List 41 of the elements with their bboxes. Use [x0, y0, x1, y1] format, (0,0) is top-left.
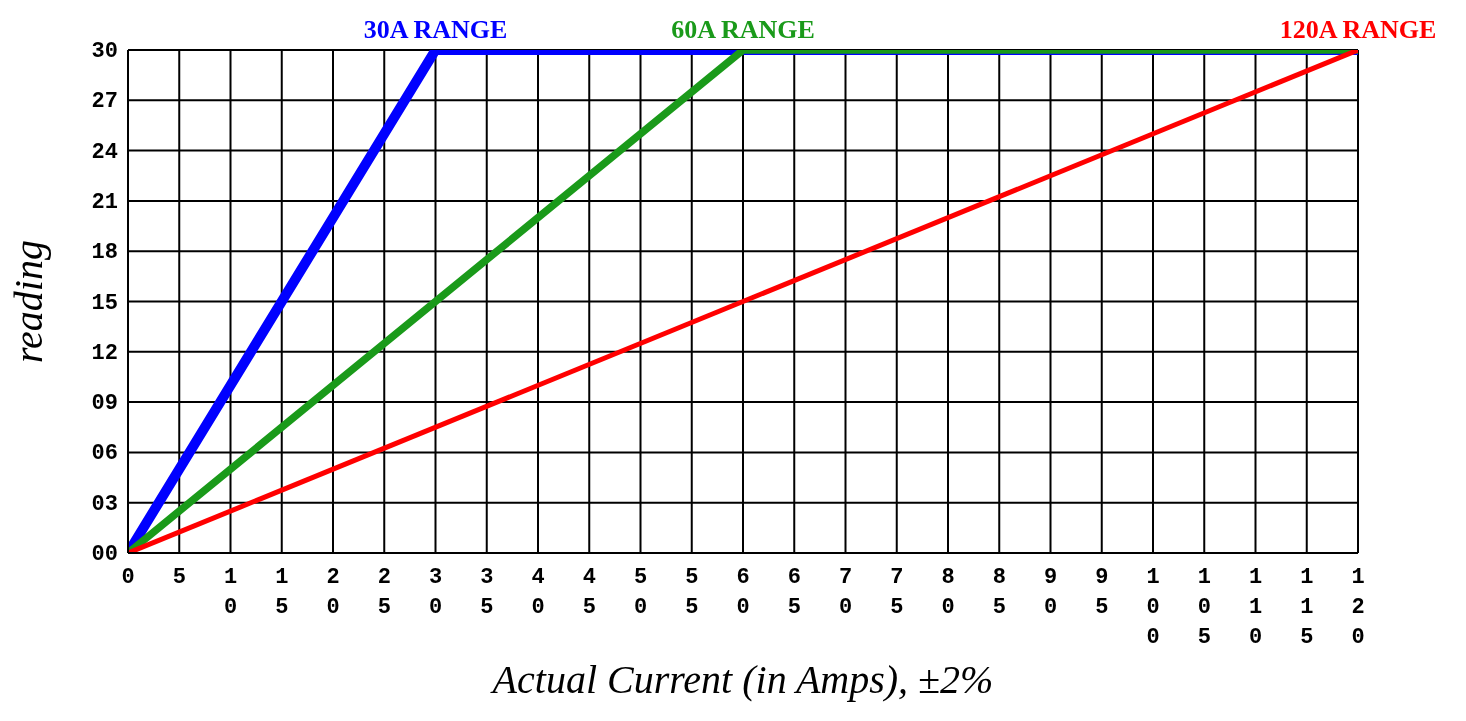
y-tick-label: 03: [91, 491, 118, 517]
y-tick-label: 24: [91, 139, 118, 165]
x-tick-label: 4 5: [582, 565, 596, 620]
x-tick-label: 8 5: [992, 565, 1006, 620]
x-tick-label: 2 5: [377, 565, 391, 620]
series-label: 120A RANGE: [1279, 15, 1437, 44]
x-tick-label: 1 1 0: [1248, 565, 1263, 650]
y-tick-label: 09: [91, 391, 118, 417]
x-tick-label: 1 0 0: [1146, 565, 1160, 650]
y-tick-label: 06: [91, 441, 118, 467]
x-tick-label: 9 5: [1095, 565, 1109, 620]
x-tick-label: 1 0 5: [1197, 565, 1211, 650]
y-tick-label: 21: [91, 189, 118, 215]
x-tick-label: 0: [121, 565, 135, 590]
x-tick-label: 1 1 5: [1300, 565, 1314, 650]
y-tick-label: 30: [91, 39, 118, 64]
x-tick-label: 5 0: [633, 565, 648, 620]
x-tick-label: 6 0: [736, 565, 750, 620]
x-tick-label: 5: [172, 565, 186, 590]
y-tick-label: 12: [91, 340, 118, 366]
x-tick-label: 9 0: [1043, 565, 1058, 620]
x-tick-label: 1 0: [223, 565, 238, 620]
x-tick-label: 5 5: [685, 565, 699, 620]
x-tick-label: 8 0: [941, 565, 955, 620]
y-tick-label: 18: [91, 240, 118, 266]
x-tick-label: 4 0: [531, 565, 545, 620]
y-axis-title: reading: [6, 240, 52, 363]
x-tick-label: 1 5: [275, 565, 289, 620]
x-tick-label: 2 0: [326, 565, 340, 620]
y-tick-label: 00: [91, 542, 118, 567]
x-tick-label: 6 5: [787, 565, 801, 620]
series-label: 60A RANGE: [671, 15, 815, 44]
x-tick-label: 3 5: [480, 565, 494, 620]
y-tick-label: 27: [91, 89, 118, 115]
x-tick-label: 1 2 0: [1351, 565, 1365, 650]
y-tick-label: 15: [91, 290, 118, 316]
x-tick-label: 7 5: [890, 565, 904, 620]
x-axis-title: Actual Current (in Amps), ±2%: [489, 657, 994, 702]
x-tick-label: 3 0: [428, 565, 443, 620]
x-tick-label: 7 0: [838, 565, 853, 620]
series-label: 30A RANGE: [363, 15, 508, 44]
